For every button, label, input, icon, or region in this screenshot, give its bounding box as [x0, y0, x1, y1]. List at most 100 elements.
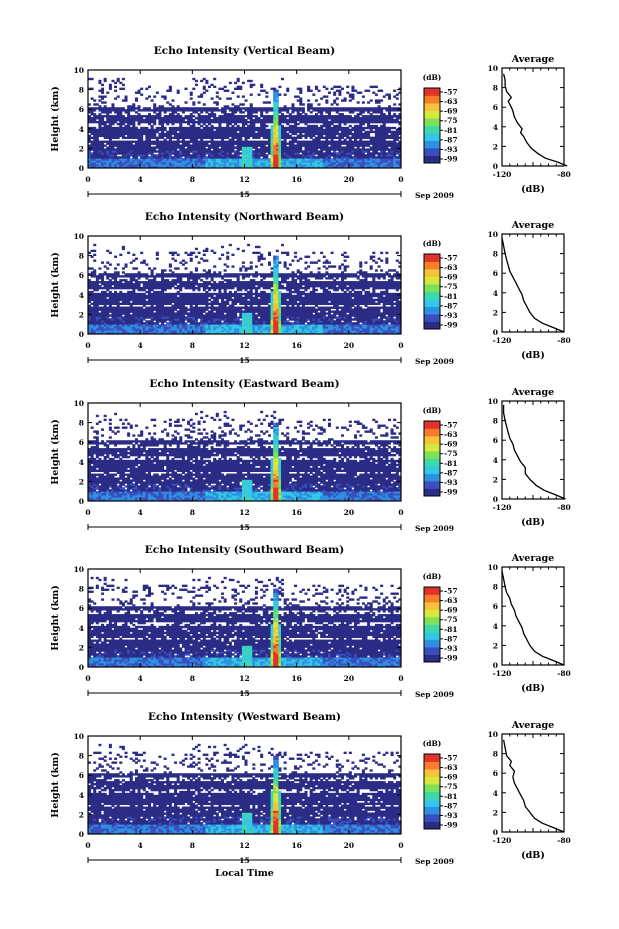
heatmap-cell: [210, 132, 214, 136]
heatmap-cell: [166, 109, 170, 112]
heatmap-cell: [111, 292, 115, 296]
heatmap-cell: [197, 158, 201, 161]
heatmap-cell: [239, 120, 243, 124]
heatmap-cell: [286, 148, 290, 151]
heatmap-cell: [119, 156, 123, 159]
heatmap-cell: [320, 120, 324, 124]
heatmap-cell: [398, 117, 402, 120]
heatmap-cell: [281, 140, 285, 143]
heatmap-cell: [393, 113, 397, 116]
heatmap-cell: [205, 156, 209, 159]
heatmap-cell: [192, 126, 196, 130]
heatmap-cell: [145, 146, 149, 149]
heatmap-cell: [168, 306, 172, 309]
heatmap-cell: [197, 261, 201, 264]
heatmap-cell: [343, 115, 347, 118]
heatmap-cell: [346, 154, 350, 157]
heatmap-cell: [213, 130, 217, 134]
heatmap-cell: [192, 148, 196, 151]
heatmap-cell: [88, 281, 92, 284]
heatmap-cell: [343, 128, 347, 132]
heatmap-cell: [309, 124, 313, 128]
heatmap-cell: [278, 115, 282, 118]
heatmap-cell: [312, 115, 316, 118]
heatmap-cell: [174, 115, 178, 118]
heatmap-cell: [93, 113, 97, 116]
heatmap-cell: [187, 156, 191, 159]
heatmap-cell: [210, 109, 214, 112]
heatmap-cell: [320, 134, 324, 138]
heatmap-cell: [244, 132, 248, 136]
heatmap-cell: [147, 140, 151, 143]
heatmap-cell: [254, 134, 258, 138]
heatmap-cell: [189, 156, 193, 159]
heatmap-cell: [348, 154, 352, 157]
heatmap-cell: [325, 164, 329, 167]
heatmap-cell: [176, 158, 180, 161]
heatmap-cell: [90, 302, 94, 305]
heatmap-cell: [395, 120, 399, 124]
heatmap-cell: [364, 164, 368, 167]
heatmap-cell: [387, 120, 391, 124]
heatmap-cell: [254, 111, 258, 114]
heatmap-cell: [88, 154, 92, 157]
heatmap-cell: [90, 166, 94, 169]
heatmap-cell: [382, 150, 386, 153]
heatmap-cell: [93, 300, 97, 304]
heatmap-cell: [354, 89, 358, 92]
heatmap-cell: [93, 132, 97, 136]
heatmap-cell: [335, 158, 339, 161]
heatmap-cell: [158, 107, 162, 110]
heatmap-cell: [249, 128, 253, 132]
heatmap-cell: [95, 142, 99, 145]
heatmap-cell: [320, 156, 324, 159]
heatmap-cell: [218, 134, 222, 138]
heatmap-cell: [174, 148, 178, 151]
heatmap-cell: [312, 164, 316, 167]
heatmap-cell: [236, 146, 240, 149]
heatmap-cell: [127, 109, 131, 112]
heatmap-cell: [382, 144, 386, 147]
heatmap-cell: [213, 120, 217, 124]
heatmap-cell: [179, 124, 183, 128]
heatmap-cell: [341, 130, 345, 134]
heatmap-cell: [234, 164, 238, 167]
heatmap-cell: [223, 115, 227, 118]
heatmap-cell: [398, 164, 402, 167]
heatmap-cell: [239, 148, 243, 151]
heatmap-cell: [221, 166, 225, 169]
heatmap-cell: [108, 148, 112, 151]
heatmap-cell: [88, 128, 92, 132]
heatmap-cell: [218, 122, 222, 126]
heatmap-cell: [218, 120, 222, 124]
heatmap-cell: [317, 111, 321, 114]
heatmap-cell: [372, 160, 376, 163]
heatmap-cell: [111, 117, 115, 120]
heatmap-cell: [278, 109, 282, 112]
heatmap-cell: [249, 134, 253, 138]
heatmap-cell: [374, 130, 378, 134]
heatmap-cell: [361, 158, 365, 161]
heatmap-cell: [205, 158, 209, 161]
heatmap-cell: [90, 328, 94, 331]
heatmap-cell: [166, 162, 170, 165]
heatmap-cell: [134, 142, 138, 145]
heatmap-cell: [200, 162, 204, 165]
heatmap-cell: [88, 156, 92, 159]
heatmap-cell: [359, 148, 363, 151]
heatmap-cell: [98, 140, 102, 143]
heatmap-cell: [257, 154, 261, 157]
heatmap-cell: [116, 107, 120, 110]
heatmap-cell: [241, 154, 245, 157]
heatmap-cell: [382, 166, 386, 169]
heatmap-cell: [166, 101, 170, 104]
heatmap-cell: [244, 154, 248, 157]
heatmap-cell: [385, 126, 389, 130]
heatmap-cell: [134, 144, 138, 147]
heatmap-cell: [395, 164, 399, 167]
heatmap-cell: [119, 122, 123, 126]
heatmap-cell: [207, 150, 211, 153]
heatmap-cell: [301, 126, 305, 130]
